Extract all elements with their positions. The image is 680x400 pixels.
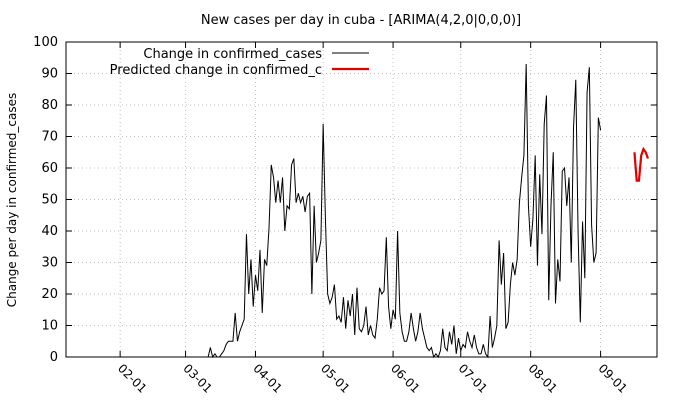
y-tick-label: 50 <box>41 193 58 208</box>
y-tick-label: 70 <box>41 130 58 145</box>
x-tick-label: 06-01 <box>388 361 423 396</box>
y-tick-label: 80 <box>41 98 58 113</box>
chart-title: New cases per day in cuba - [ARIMA(4,2,0… <box>201 13 521 28</box>
legend-label-predicted: Predicted change in confirmed_c <box>110 63 322 78</box>
y-axis: 0 10 20 30 40 50 60 70 80 90 100 <box>33 35 657 365</box>
y-tick-label: 30 <box>41 256 58 271</box>
legend-label-actual: Change in confirmed_cases <box>143 47 322 62</box>
series-line-predicted <box>633 146 650 182</box>
y-tick-label: 0 <box>50 350 58 365</box>
x-tick-label: 04-01 <box>250 361 285 396</box>
x-axis: 02-01 03-01 04-01 05-01 06-01 07-01 08-01 09-01 <box>115 42 630 396</box>
x-tick-label: 07-01 <box>456 361 491 396</box>
y-tick-label: 60 <box>41 161 58 176</box>
x-tick-label: 09-01 <box>595 361 630 396</box>
x-tick-label: 03-01 <box>180 361 215 396</box>
y-tick-label: 40 <box>41 224 58 239</box>
y-tick-label: 90 <box>41 67 58 82</box>
series-line-actual <box>207 64 602 359</box>
grid <box>66 42 657 357</box>
y-tick-label: 100 <box>33 35 58 50</box>
x-tick-label: 05-01 <box>318 361 353 396</box>
x-tick-label: 08-01 <box>526 361 561 396</box>
x-tick-label: 02-01 <box>115 361 150 396</box>
y-tick-label: 20 <box>41 287 58 302</box>
y-tick-label: 10 <box>41 319 58 334</box>
y-axis-label: Change per day in confirmed_cases <box>5 93 19 308</box>
legend: Change in confirmed_cases Predicted chan… <box>110 47 369 78</box>
series-layer <box>207 64 650 359</box>
